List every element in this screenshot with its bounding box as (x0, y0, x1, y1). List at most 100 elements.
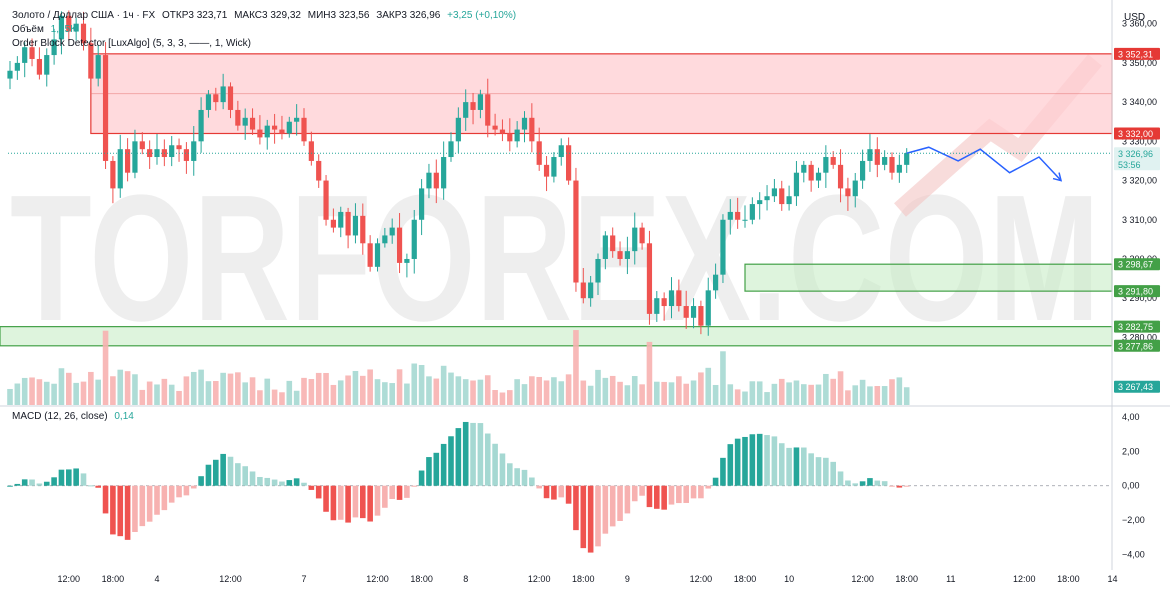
macd-bar (756, 433, 763, 486)
candle (110, 156, 116, 204)
volume-bar (102, 330, 109, 405)
candle-body (382, 235, 388, 244)
candle-body (29, 47, 35, 59)
candle (521, 111, 528, 143)
candle (713, 263, 719, 299)
volume-bar (315, 372, 322, 405)
candle-body (352, 215, 359, 236)
volume-bar (749, 381, 756, 405)
candle-body (463, 102, 469, 118)
macd-bar (587, 485, 594, 553)
candle (352, 203, 359, 244)
volume-bar (756, 381, 763, 405)
macd-bar (734, 438, 741, 486)
candle (757, 192, 763, 220)
macd-bar (323, 485, 329, 512)
candle (558, 138, 564, 166)
volume-bar (337, 380, 344, 405)
candle (389, 218, 395, 244)
volume-bar (507, 390, 513, 405)
candle-body (764, 196, 770, 201)
macd-bar (360, 485, 366, 519)
candle-body (779, 188, 785, 205)
macd-bar (742, 436, 748, 486)
macd-bar (396, 485, 403, 500)
candle (595, 253, 601, 296)
volume-bar (484, 375, 491, 405)
macd-bar (176, 485, 182, 498)
candle-body (617, 251, 623, 259)
volume-bar (323, 372, 329, 405)
volume-bar (823, 373, 829, 405)
macd-bar (183, 485, 190, 496)
volume-bar (367, 369, 373, 405)
candle (801, 160, 807, 183)
level-tag-timer: 53:56 (1114, 158, 1160, 171)
candle-body (7, 70, 13, 79)
candle (154, 134, 160, 165)
macd-bar (426, 457, 432, 486)
candle (132, 129, 138, 179)
macd-bar (507, 463, 513, 486)
candlesticks[interactable] (7, 10, 910, 336)
candle (205, 90, 212, 118)
volume-bar (448, 372, 454, 405)
candle (639, 222, 645, 250)
candle-body (22, 47, 28, 63)
macd-bar (602, 485, 609, 534)
candle (566, 137, 572, 185)
macd-bar (462, 421, 469, 486)
candle (279, 115, 285, 140)
macd-bar (29, 479, 35, 486)
volume-bar (771, 383, 778, 405)
candle (499, 119, 506, 142)
level-tag-label: 3 352,31 (1118, 49, 1153, 59)
candle (786, 185, 792, 211)
macd-bar (337, 485, 344, 520)
candle-body (330, 219, 336, 228)
time-tick-label: 18:00 (572, 574, 595, 584)
time-tick-label: 12:00 (851, 574, 874, 584)
macd-bar (154, 485, 160, 515)
order-block-zones (0, 53, 1113, 347)
volume-value: 1,15K (50, 24, 77, 35)
macd-label: MACD (12, 26, close) (12, 411, 108, 422)
price-tick-label: 3 350,00 (1122, 58, 1157, 68)
candle-body (727, 211, 733, 220)
candle (125, 138, 131, 182)
volume-bar (161, 378, 168, 405)
macd-bar (168, 485, 175, 503)
macd-bar (146, 485, 153, 522)
level-tag-label: 53:56 (1118, 160, 1141, 170)
candle (426, 163, 432, 199)
volume-bar (830, 378, 836, 405)
candle (720, 214, 726, 284)
candle-body (551, 157, 557, 177)
candle-body (154, 149, 160, 158)
volume-bar (411, 363, 418, 405)
level-tag-bg (1114, 47, 1160, 60)
candle-body (205, 94, 212, 110)
macd-bar (198, 476, 204, 486)
candle (771, 179, 777, 202)
macd-bar (448, 436, 454, 486)
volume-bar (565, 374, 572, 405)
volume-bar (389, 383, 395, 405)
price-tick-label: 3 340,00 (1122, 97, 1157, 107)
level-tag-bg (1114, 285, 1160, 298)
candle (14, 56, 20, 80)
candle (815, 167, 822, 189)
candle (507, 118, 513, 152)
macd-bar (690, 485, 697, 499)
candle (323, 175, 329, 226)
candle (874, 137, 880, 178)
candle-body (742, 219, 748, 221)
macd-bar (124, 485, 131, 540)
candle-body (543, 164, 550, 177)
volume-bar (360, 375, 366, 405)
volume-bar (198, 369, 204, 405)
macd-bar (580, 485, 587, 549)
macd-bar (801, 447, 807, 486)
candle-body (558, 145, 564, 158)
